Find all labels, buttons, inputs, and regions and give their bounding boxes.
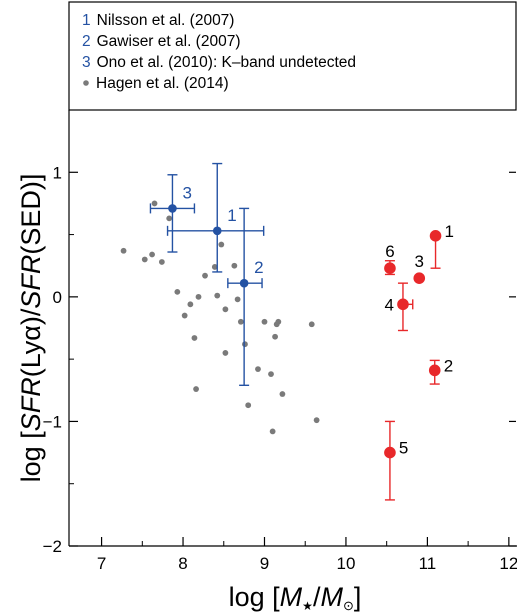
point-label: 1 xyxy=(445,222,454,241)
hagen-point xyxy=(222,350,229,356)
point-label: 1 xyxy=(227,206,236,225)
y-tick-label: 1 xyxy=(53,163,62,182)
x-tick-label: 9 xyxy=(260,554,269,573)
hagen-point xyxy=(141,256,148,263)
hagen-point xyxy=(308,321,315,328)
lae-stack-point xyxy=(239,278,249,288)
y-axis-label: log [SFR(Lyα)/SFR(SED)] xyxy=(16,174,46,483)
this-work-point xyxy=(428,364,441,377)
hagen-point xyxy=(193,386,199,392)
legend: 1 Nilsson et al. (2007) 2 Gawiser et al. (2… xyxy=(68,1,517,111)
hagen-series xyxy=(120,200,320,435)
this-work-point xyxy=(413,272,426,284)
this-work-point xyxy=(384,446,396,459)
x-tick-label: 11 xyxy=(419,554,437,573)
hagen-point xyxy=(255,366,261,373)
hagen-point xyxy=(261,318,268,325)
point-label: 3 xyxy=(182,183,191,202)
legend-entry-text: Hagen et al. (2014) xyxy=(96,75,229,92)
x-axis-label: log [M★/M⊙] xyxy=(229,582,362,613)
hagen-point xyxy=(234,296,241,303)
legend-entry-text: Gawiser et al. (2007) xyxy=(97,33,241,50)
this-work-point xyxy=(397,298,409,311)
lae-stack-point xyxy=(212,226,222,236)
hagen-point xyxy=(279,391,286,397)
y-tick-label: −2 xyxy=(43,537,62,556)
axis-ticks: 7 8 9 10 11 12−2−101 xyxy=(43,163,517,573)
point-label: 5 xyxy=(399,439,408,458)
hagen-point xyxy=(158,259,165,265)
legend-entry-text: Nilsson et al. (2007) xyxy=(97,12,235,29)
y-tick-label: 0 xyxy=(53,288,62,307)
lae-stack-series: 1 2 3 xyxy=(149,162,265,387)
x-tick-label: 10 xyxy=(336,554,355,573)
x-tick-label: 7 xyxy=(97,554,106,573)
hagen-point xyxy=(187,301,194,308)
legend-entry: Hagen et al. (2014) xyxy=(96,75,229,92)
point-label: 6 xyxy=(385,242,394,261)
hagen-point xyxy=(181,312,188,319)
hagen-point xyxy=(242,341,248,348)
plot-frame xyxy=(68,110,517,547)
point-label: 4 xyxy=(384,295,393,314)
this-work-point xyxy=(384,262,396,275)
legend-entry-number: 2 xyxy=(82,33,91,50)
hagen-point xyxy=(202,272,208,279)
legend-marker xyxy=(83,80,89,86)
hagen-point xyxy=(151,200,158,207)
hagen-point xyxy=(272,333,278,340)
legend-box xyxy=(68,1,517,111)
hagen-point xyxy=(231,262,238,269)
hagen-point xyxy=(269,428,276,435)
hagen-point xyxy=(218,241,225,248)
legend-entry: 1 Nilsson et al. (2007) xyxy=(82,12,234,29)
legend-entry-number: 1 xyxy=(82,12,91,29)
hagen-point xyxy=(120,247,127,254)
hagen-point xyxy=(245,402,252,409)
legend-entry-text: Ono et al. (2010): K–band undetected xyxy=(97,54,356,71)
hagen-point xyxy=(275,318,282,325)
x-tick-label: 8 xyxy=(178,554,187,573)
legend-entry: 3 Ono et al. (2010): K–band undetected xyxy=(82,54,356,71)
hagen-point xyxy=(313,417,320,424)
point-label: 2 xyxy=(254,258,263,277)
point-label: 3 xyxy=(415,252,424,271)
hagen-point xyxy=(268,371,274,377)
legend-entry-number: 3 xyxy=(82,54,91,71)
hagen-point xyxy=(237,318,244,325)
y-tick-label: −1 xyxy=(43,412,62,431)
this-work-point xyxy=(429,230,442,242)
hagen-point xyxy=(191,335,198,341)
lae-stack-point xyxy=(168,204,177,213)
hagen-point xyxy=(166,215,173,222)
this-work-series: 1 2 3 4 5 6 xyxy=(384,222,454,501)
hagen-point xyxy=(222,306,229,313)
hagen-point xyxy=(214,292,221,299)
hagen-point xyxy=(211,264,218,270)
hagen-point xyxy=(174,288,181,295)
hagen-point xyxy=(149,251,155,258)
legend-entry: 2 Gawiser et al. (2007) xyxy=(82,33,241,50)
hagen-point xyxy=(195,293,202,300)
x-tick-label: 12 xyxy=(499,554,517,573)
point-label: 2 xyxy=(444,356,453,375)
